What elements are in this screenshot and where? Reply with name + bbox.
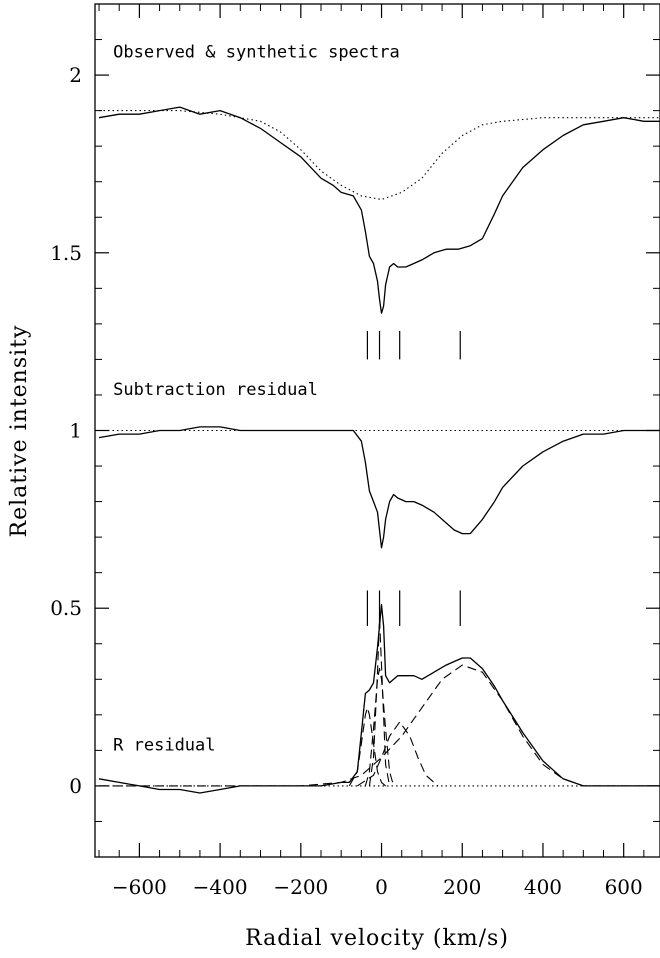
dashed-series-line	[368, 618, 391, 787]
dashed-series-line	[99, 664, 660, 787]
y-tick-label: 1.5	[50, 241, 82, 265]
x-tick-label: 600	[605, 875, 643, 899]
dashed-series-line	[364, 668, 395, 787]
panel-label: Observed & synthetic spectra	[113, 42, 400, 62]
component-markers	[366, 330, 461, 626]
dashed-series-line	[356, 721, 439, 787]
solid-series-line	[98, 106, 660, 314]
x-tick-label: 400	[524, 875, 562, 899]
panel-labels: Observed & synthetic spectra Subtraction …	[113, 42, 400, 755]
y-tick-label: 0.5	[50, 596, 82, 620]
x-tick-label: −400	[193, 875, 248, 899]
x-tick-label: −200	[273, 875, 328, 899]
dotted-series-line	[99, 110, 660, 201]
y-tick-label: 2	[69, 63, 82, 87]
panel-label: Subtraction residual	[113, 380, 318, 400]
panel-label: R residual	[113, 735, 215, 755]
y-tick-label: 0	[69, 774, 82, 798]
axes: −600 −400 −200 0 200 400 600 0 0.5 1 1.5 2	[50, 4, 660, 899]
x-tick-label: 0	[375, 875, 388, 899]
dashed-series-line	[348, 707, 390, 787]
y-axis-title: Relative intensity	[7, 325, 32, 538]
y-tick-label: 1	[69, 419, 82, 443]
x-tick-label: −600	[112, 875, 167, 899]
solid-series-line	[98, 426, 660, 549]
solid-series-line	[98, 604, 660, 794]
series-lines	[98, 106, 660, 794]
x-tick-label: 200	[443, 875, 481, 899]
x-axis-title: Radial velocity (km/s)	[245, 926, 509, 951]
